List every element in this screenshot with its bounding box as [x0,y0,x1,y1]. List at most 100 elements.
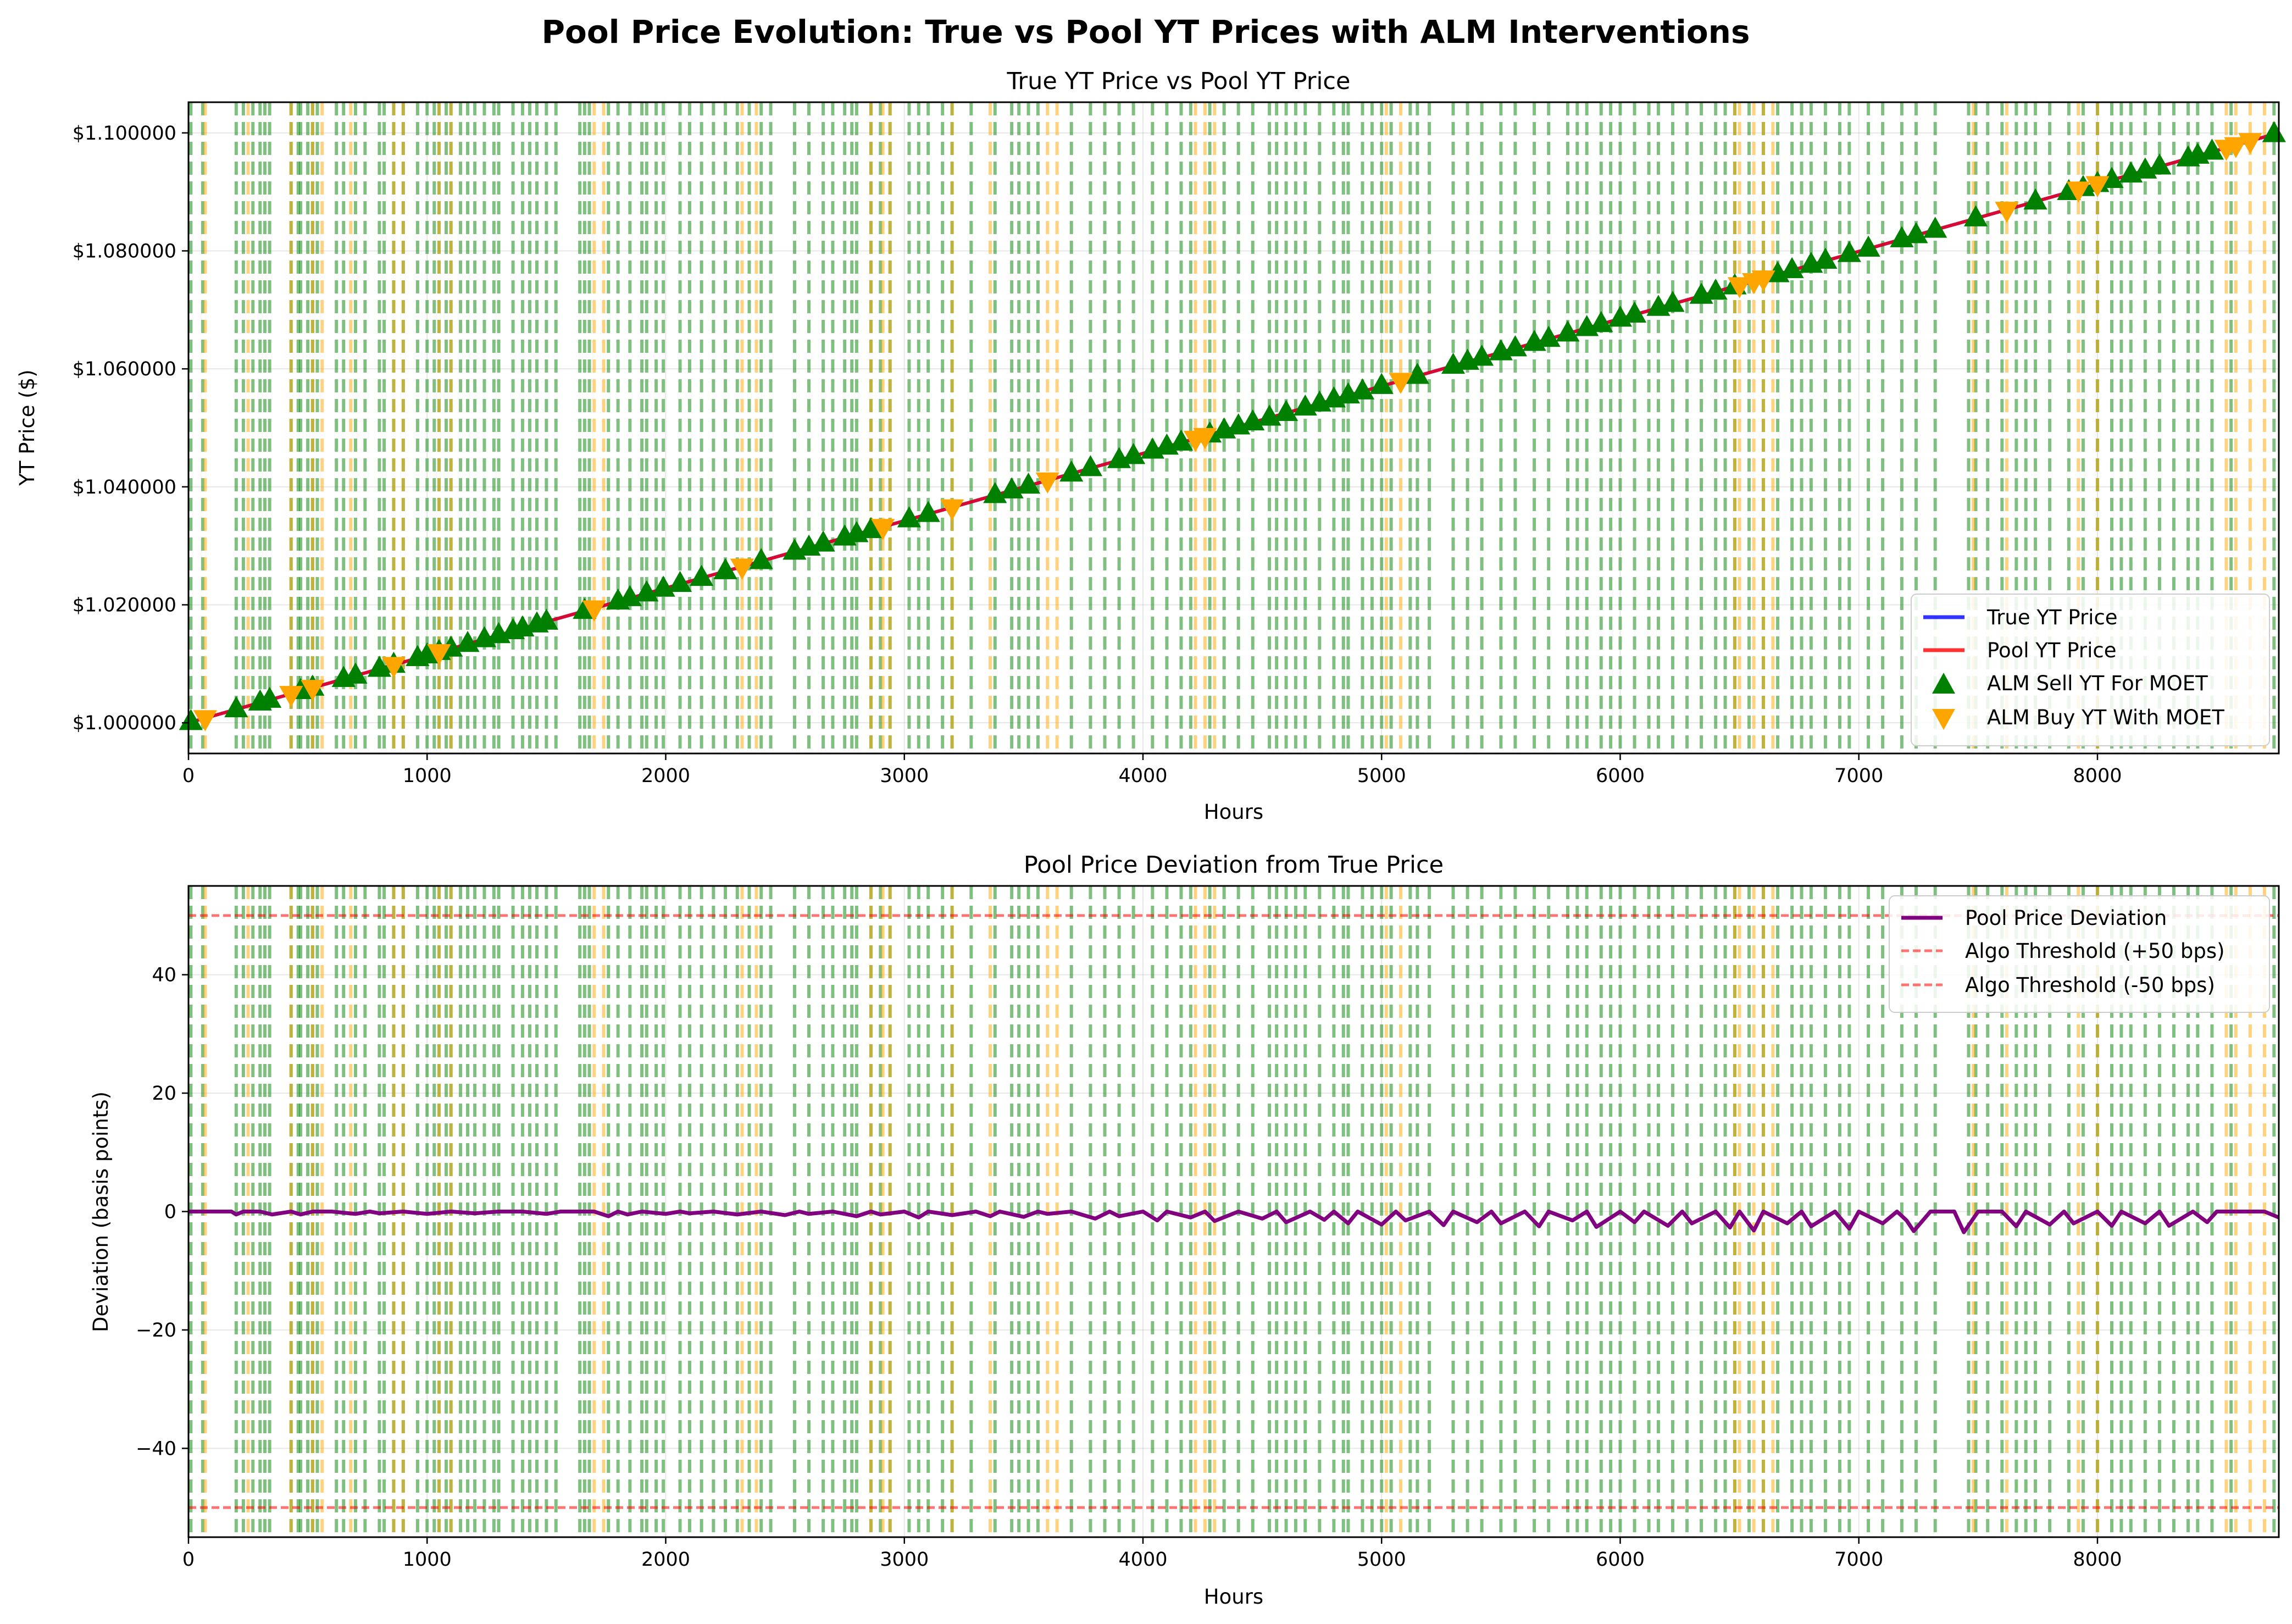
x-tick-label: 7000 [1834,1549,1883,1571]
sell-marker [668,570,692,592]
sell-marker [916,501,940,522]
buy-marker [279,686,303,707]
sell-marker [1078,455,1103,476]
sell-marker [897,506,922,528]
y-tick-label: 0 [164,1201,176,1223]
legend-label-buy: ALM Buy YT With MOET [1987,706,2224,729]
sell-marker [2200,138,2224,160]
sell-marker [811,530,835,552]
buy-marker [1751,270,1775,292]
x-tick-label: 4000 [1118,765,1167,787]
sell-marker [1963,205,1988,226]
sell-marker [690,564,714,586]
buy-marker [730,558,754,580]
sell-marker [343,662,368,684]
deviation-axes-x-ticks: 0 1000 2000 3000 4000 5000 6000 7000 8000 [182,1537,2122,1571]
sell-marker [1622,301,1647,323]
sell-marker [859,517,883,539]
x-tick-label: 1000 [403,765,452,787]
buy-marker [940,499,964,521]
sell-marker [1169,429,1194,451]
deviation-axes-xlabel: Hours [1204,1585,1263,1609]
sell-marker [179,708,203,730]
y-tick-label: $1.020000 [73,595,176,617]
sell-marker [1780,257,1804,279]
legend-label-pool-price: Pool YT Price [1987,639,2117,662]
buy-marker [2224,137,2248,158]
x-tick-label: 2000 [641,1549,690,1571]
price-legend-box [1911,594,2270,746]
price-axes-xlabel: Hours [1204,800,1263,824]
price-axes-ylabel: YT Price ($) [15,369,39,486]
x-tick-label: 0 [182,765,195,787]
x-tick-label: 6000 [1596,765,1645,787]
buy-marker [2085,176,2110,197]
sell-marker [258,686,282,708]
y-tick-label: $1.100000 [73,123,176,145]
deviation-axes-legend: Pool Price Deviation Algo Threshold (+50… [1889,895,2270,1013]
sell-marker [1703,278,1728,300]
sell-marker [1556,320,1580,342]
x-tick-label: 0 [182,1549,195,1571]
figure-suptitle: Pool Price Evolution: True vs Pool YT Pr… [541,13,1750,51]
buy-marker [2238,133,2262,154]
sell-marker [1837,241,1861,262]
buy-marker [1035,472,1059,494]
sell-marker [1274,400,1298,421]
x-tick-label: 6000 [1596,1549,1645,1571]
sell-marker [1016,472,1041,494]
sell-marker [1923,217,1947,238]
sell-marker [713,558,737,579]
buy-marker [1389,373,1413,394]
deviation-axes-series [188,914,2280,1509]
legend-swatch-buy-marker [1932,709,1955,730]
sell-marker [1856,235,1880,257]
x-tick-label: 1000 [403,1549,452,1571]
sell-marker [1059,460,1084,482]
deviation-axes: Pool Price Deviation from True Price 0 10… [89,851,2280,1609]
price-axes-x-ticks: 0 1000 2000 3000 4000 5000 6000 7000 8000 [182,753,2122,787]
buy-marker [871,519,895,540]
legend-swatch-sell-marker [1932,673,1955,694]
sell-marker [2023,188,2047,210]
x-tick-label: 2000 [641,765,690,787]
sell-marker [1813,247,1838,269]
sell-marker [1904,222,1928,243]
deviation-axes-ylabel: Deviation (basis points) [89,1091,113,1332]
y-tick-label: −20 [136,1320,176,1342]
x-tick-label: 3000 [880,765,929,787]
legend-label-sell: ALM Sell YT For MOET [1987,672,2208,695]
sell-marker [2100,167,2124,188]
sell-marker [1536,325,1561,347]
x-tick-label: 3000 [880,1549,929,1571]
sell-marker [1122,442,1146,464]
deviation-axes-y-ticks: −40 −20 0 20 40 [136,965,188,1460]
price-axes: True YT Price vs Pool YT Price 0 1000 2000… [15,68,2286,824]
price-axes-frame [187,101,2280,755]
x-tick-label: 5000 [1357,1549,1406,1571]
x-tick-label: 8000 [2073,1549,2122,1571]
buy-marker [1193,428,1217,450]
y-tick-label: 40 [152,965,176,986]
buy-marker [1728,277,1752,298]
sell-marker [534,608,558,630]
sell-marker [1350,378,1375,400]
y-tick-label: $1.080000 [73,240,176,262]
buy-marker [1995,202,2019,223]
legend-label-true-price: True YT Price [1986,606,2118,629]
buy-marker [381,657,406,678]
buy-marker [427,644,451,666]
sell-marker [1470,345,1494,366]
y-tick-label: $1.000000 [73,712,176,734]
deviation-axes-title: Pool Price Deviation from True Price [1024,851,1444,879]
sell-marker [1503,335,1528,357]
price-axes-title: True YT Price vs Pool YT Price [1006,68,1350,95]
y-tick-label: 20 [152,1083,176,1105]
sell-marker [1661,291,1685,312]
buy-marker [582,600,606,622]
buy-marker [301,680,325,701]
y-tick-label: $1.040000 [73,476,176,498]
x-tick-label: 8000 [2073,765,2122,787]
deviation-line [188,1210,2280,1234]
